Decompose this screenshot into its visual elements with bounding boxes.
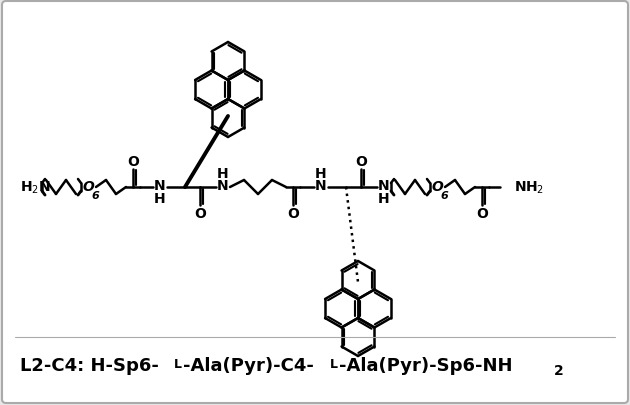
Text: -Ala(Pyr)-Sp6-NH: -Ala(Pyr)-Sp6-NH <box>339 356 512 374</box>
Text: H: H <box>315 166 327 181</box>
Text: O: O <box>476 207 488 220</box>
Text: O: O <box>355 155 367 168</box>
Text: L: L <box>330 358 338 371</box>
Text: H: H <box>217 166 229 181</box>
Text: L2-C4: H-Sp6-: L2-C4: H-Sp6- <box>20 356 159 374</box>
Text: N: N <box>315 179 327 192</box>
Text: 2: 2 <box>554 363 564 377</box>
Text: H: H <box>154 192 166 205</box>
Text: H$_2$N: H$_2$N <box>20 179 50 196</box>
Text: N: N <box>217 179 229 192</box>
Text: 6: 6 <box>440 190 448 200</box>
Text: -Ala(Pyr)-C4-: -Ala(Pyr)-C4- <box>183 356 314 374</box>
Text: O: O <box>431 179 443 194</box>
Text: N: N <box>154 179 166 192</box>
Text: 6: 6 <box>91 190 99 200</box>
Text: O: O <box>287 207 299 220</box>
Text: N: N <box>378 179 390 192</box>
Text: H: H <box>378 192 390 205</box>
Text: L: L <box>174 358 182 371</box>
Text: O: O <box>82 179 94 194</box>
Text: O: O <box>194 207 206 220</box>
Text: O: O <box>127 155 139 168</box>
Text: NH$_2$: NH$_2$ <box>514 179 544 196</box>
